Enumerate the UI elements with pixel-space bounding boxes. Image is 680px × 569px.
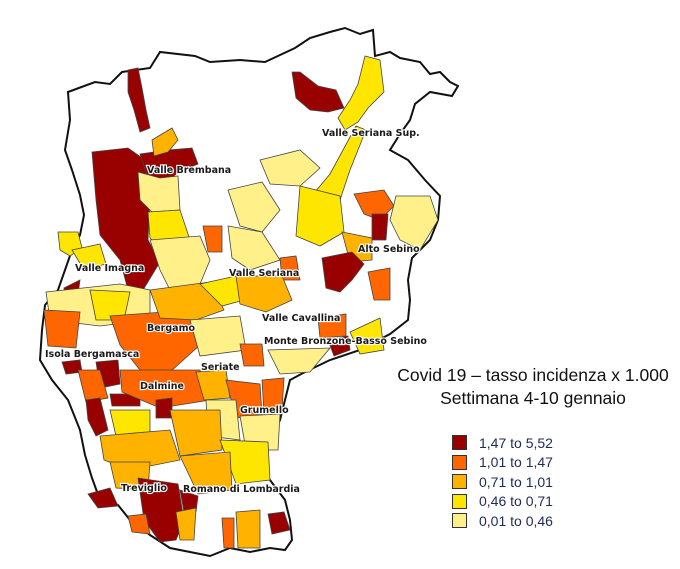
area-light-yellow	[189, 315, 247, 357]
label-valle-cavallina: Valle Cavallina	[262, 313, 340, 324]
area-orange-yellow	[149, 281, 225, 321]
legend-swatch	[452, 454, 467, 470]
label-valle-seriana-sup: Valle Seriana Sup.	[322, 128, 420, 139]
area-orange	[221, 517, 235, 549]
area-dark-red	[87, 487, 119, 509]
area-light-yellow	[267, 347, 331, 375]
area-orange-yellow	[151, 127, 179, 157]
area-yellow	[295, 185, 345, 247]
label-grumello: Grumello	[240, 405, 289, 416]
legend-swatch	[452, 474, 467, 490]
area-yellow	[337, 55, 385, 131]
legend-label: 1,01 to 1,47	[479, 454, 553, 471]
area-orange	[127, 513, 151, 535]
area-dark-red	[321, 251, 365, 293]
area-light-yellow	[259, 149, 321, 187]
map-title: Covid 19 – tasso incidenza x 1.000 Setti…	[378, 364, 680, 410]
title-line-2: Settimana 4-10 gennaio	[440, 388, 626, 408]
title-line-1: Covid 19 – tasso incidenza x 1.000	[397, 365, 669, 385]
legend-item: 1,47 to 5,52	[452, 433, 553, 453]
area-orange	[279, 255, 301, 281]
area-orange-yellow	[169, 409, 223, 457]
legend-item: 0,71 to 1,01	[452, 472, 553, 492]
area-light-yellow	[227, 225, 281, 271]
area-orange-yellow	[235, 275, 293, 313]
legend-label: 0,01 to 0,46	[479, 512, 553, 529]
area-orange	[202, 225, 223, 253]
area-orange	[239, 343, 265, 367]
area-orange-yellow	[99, 429, 181, 471]
legend-item: 1,01 to 1,47	[452, 453, 553, 473]
area-light-yellow	[389, 195, 439, 251]
area-orange	[261, 377, 285, 415]
legend-swatch	[452, 513, 467, 529]
legend-swatch	[452, 493, 467, 509]
area-orange	[367, 267, 391, 301]
area-orange-yellow	[235, 509, 261, 549]
label-monte-bronzone: Monte Bronzone-Basso Sebino	[264, 336, 427, 347]
area-orange	[119, 369, 211, 409]
legend-label: 0,46 to 0,71	[479, 493, 553, 510]
label-dalmine: Dalmine	[140, 381, 184, 392]
area-orange-yellow	[175, 507, 197, 541]
label-seriate: Seriate	[201, 362, 240, 373]
label-valle-imagna: Valle Imagna	[75, 263, 144, 274]
legend-item: 0,01 to 0,46	[452, 511, 553, 531]
legend: 1,47 to 5,52 1,01 to 1,47 0,71 to 1,01 0…	[452, 433, 553, 531]
label-isola-bergamasca: Isola Bergamasca	[45, 349, 139, 360]
area-light-yellow	[227, 181, 281, 233]
label-alto-sebino: Alto Sebino	[358, 244, 420, 255]
area-dark-red	[267, 511, 291, 535]
legend-item: 0,46 to 0,71	[452, 492, 553, 512]
area-dark-red	[291, 71, 345, 113]
area-yellow	[349, 317, 385, 355]
legend-swatch	[452, 435, 467, 451]
area-dark-red	[371, 213, 389, 241]
area-dark-red	[155, 397, 173, 419]
area-orange	[43, 309, 81, 349]
area-dark-red	[85, 397, 109, 437]
area-orange-yellow	[179, 451, 233, 495]
label-romano-di-lombardia: Romano di Lombardia	[183, 484, 300, 495]
label-bergamo: Bergamo	[147, 323, 195, 334]
legend-label: 0,71 to 1,01	[479, 473, 553, 490]
area-orange	[77, 369, 109, 403]
label-valle-brembana: Valle Brembana	[147, 165, 231, 176]
area-labels: Valle Seriana Sup. Valle Brembana Alto S…	[44, 127, 429, 496]
area-dark-red	[327, 335, 351, 357]
area-orange	[353, 189, 395, 221]
area-dark-red	[127, 67, 151, 133]
label-valle-seriana: Valle Seriana	[229, 268, 299, 279]
label-treviglio: Treviglio	[121, 483, 167, 494]
area-orange-yellow	[195, 369, 231, 401]
area-yellow	[71, 243, 107, 271]
legend-label: 1,47 to 5,52	[479, 434, 553, 451]
